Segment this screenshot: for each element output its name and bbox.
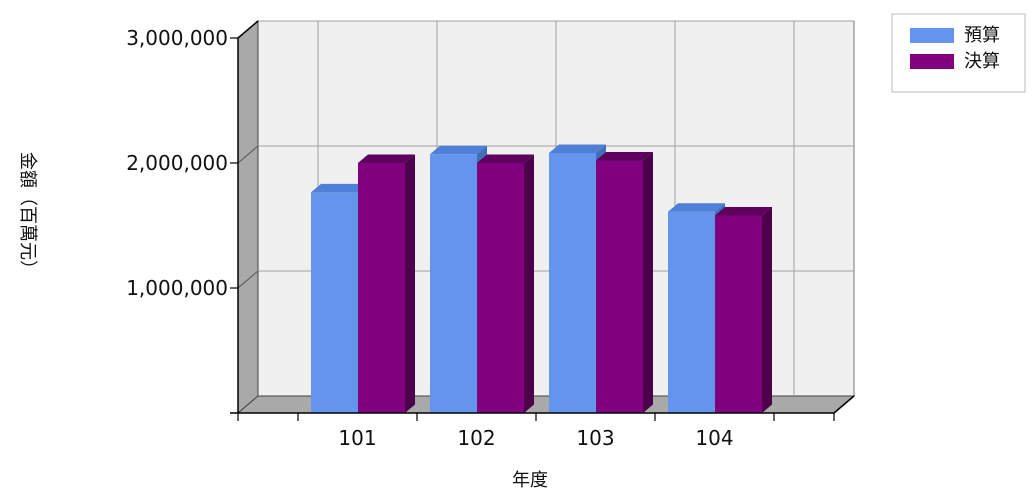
side-gridline	[237, 145, 259, 164]
legend-label-budget: 預算	[964, 25, 1000, 46]
bar-budget-103	[549, 153, 596, 413]
x-tick-label: 103	[576, 426, 614, 450]
bar-top-final-104	[715, 207, 772, 216]
y-tick-label: 3,000,000	[126, 26, 228, 50]
x-tick-labels: 101 102 103 104	[338, 426, 733, 450]
y-axis-title: 金額（百萬元）	[17, 152, 38, 278]
bar-side-final-104	[762, 207, 772, 413]
side-wall	[237, 19, 259, 415]
bar-top-budget-101	[311, 183, 368, 193]
y-tick-label: 2,000,000	[126, 151, 228, 175]
bar-budget-102	[430, 154, 477, 413]
bar-top-budget-102	[430, 145, 487, 155]
bar-top-final-102	[477, 154, 534, 163]
legend: 預算 決算	[891, 13, 1026, 93]
bar-side-final-102	[524, 154, 534, 413]
y-tick-labels: 1,000,000 2,000,000 3,000,000	[126, 26, 228, 300]
bar-budget-101	[311, 192, 358, 413]
x-tick-label: 101	[338, 426, 376, 450]
bar-top-budget-104	[668, 203, 725, 212]
legend-swatch-budget	[910, 28, 954, 43]
wall-edge	[237, 20, 259, 39]
axes	[230, 20, 855, 421]
bar-top-budget-103	[549, 144, 606, 153]
bars-group	[311, 144, 772, 413]
x-axis-title: 年度	[512, 470, 548, 491]
legend-swatch-final	[910, 54, 954, 69]
bar-final-104	[715, 215, 762, 413]
bar-top-final-101	[358, 154, 415, 163]
legend-box	[891, 13, 1026, 93]
floor-edge	[833, 395, 855, 414]
bar-budget-104	[668, 211, 715, 413]
bar-top-final-103	[596, 152, 653, 161]
side-gridline	[237, 270, 259, 289]
bar-final-102	[477, 163, 524, 413]
legend-label-final: 決算	[964, 51, 1000, 72]
bar-final-103	[596, 160, 643, 413]
bar-side-final-101	[405, 154, 415, 413]
x-tick-label: 104	[695, 426, 733, 450]
bar-final-101	[358, 163, 405, 413]
x-tick-label: 102	[457, 426, 495, 450]
bar-side-final-103	[643, 152, 653, 413]
y-tick-label: 1,000,000	[126, 276, 228, 300]
